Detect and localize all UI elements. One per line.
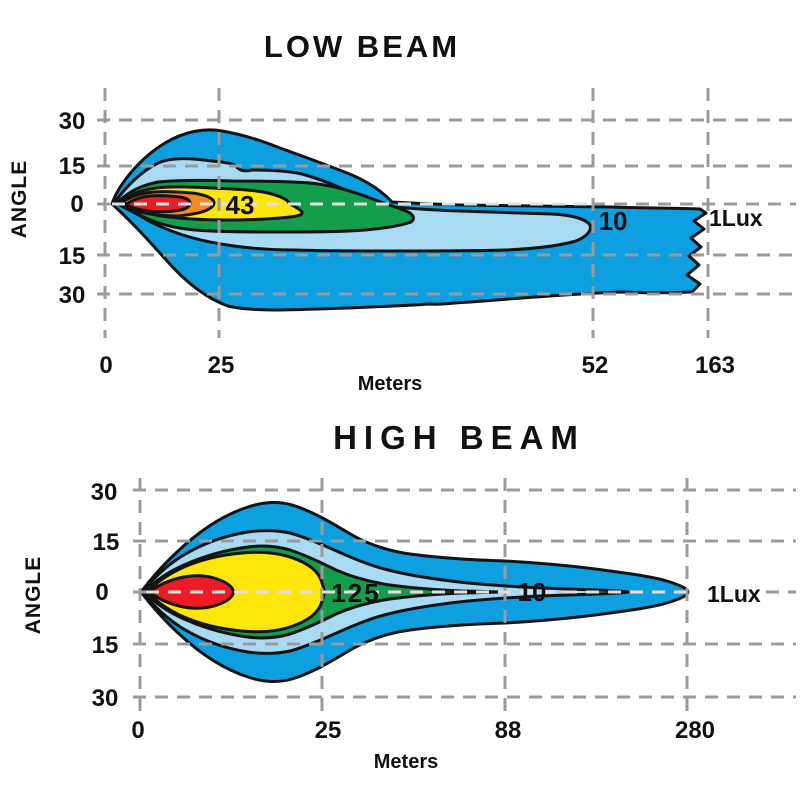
low-y-tick-15-bottom: 15 bbox=[59, 243, 86, 270]
low-x-tick-52: 52 bbox=[582, 352, 609, 379]
high-x-axis-title: Meters bbox=[374, 751, 438, 773]
high-contour-label-10: 10 bbox=[518, 577, 547, 607]
low-y-tick-0: 0 bbox=[70, 191, 83, 218]
high-y-tick-30-top: 30 bbox=[91, 479, 118, 506]
low-contour-label-43: 43 bbox=[226, 190, 255, 220]
low-beam-grid bbox=[97, 88, 796, 338]
high-x-tick-25: 25 bbox=[315, 717, 342, 744]
high-beam-title: HIGH BEAM bbox=[333, 419, 585, 456]
high-y-tick-0: 0 bbox=[95, 579, 108, 606]
high-contour-label-1lux: 1Lux bbox=[707, 581, 761, 607]
low-y-tick-30-bottom: 30 bbox=[59, 282, 86, 309]
low-contour-label-1lux: 1Lux bbox=[709, 205, 763, 231]
low-beam-title: LOW BEAM bbox=[264, 29, 460, 64]
high-y-tick-15-bottom: 15 bbox=[92, 632, 119, 659]
high-x-tick-0: 0 bbox=[131, 717, 144, 744]
high-x-tick-88: 88 bbox=[495, 717, 522, 744]
low-x-tick-163: 163 bbox=[695, 352, 735, 379]
high-x-tick-280: 280 bbox=[675, 717, 715, 744]
high-beam-chart: HIGH BEAM ANGLE 30 15 0 15 30 0 25 88 28… bbox=[22, 419, 796, 773]
low-y-axis-title: ANGLE bbox=[8, 160, 31, 239]
high-beam-grid bbox=[133, 478, 796, 712]
low-x-tick-0: 0 bbox=[99, 352, 112, 379]
high-y-tick-30-bottom: 30 bbox=[92, 685, 119, 712]
low-y-tick-15-top: 15 bbox=[59, 153, 86, 180]
high-contour-label-125: 125 bbox=[331, 578, 380, 608]
low-beam-chart: LOW BEAM ANGLE 30 15 0 15 30 0 25 52 163… bbox=[8, 29, 796, 395]
high-y-tick-15-top: 15 bbox=[93, 529, 120, 556]
low-x-axis-title: Meters bbox=[358, 373, 422, 395]
low-x-tick-25: 25 bbox=[208, 352, 235, 379]
low-contour-label-10: 10 bbox=[599, 206, 628, 236]
low-beam-contours bbox=[110, 128, 708, 312]
high-y-axis-title: ANGLE bbox=[22, 556, 45, 635]
low-y-tick-30-top: 30 bbox=[59, 108, 86, 135]
